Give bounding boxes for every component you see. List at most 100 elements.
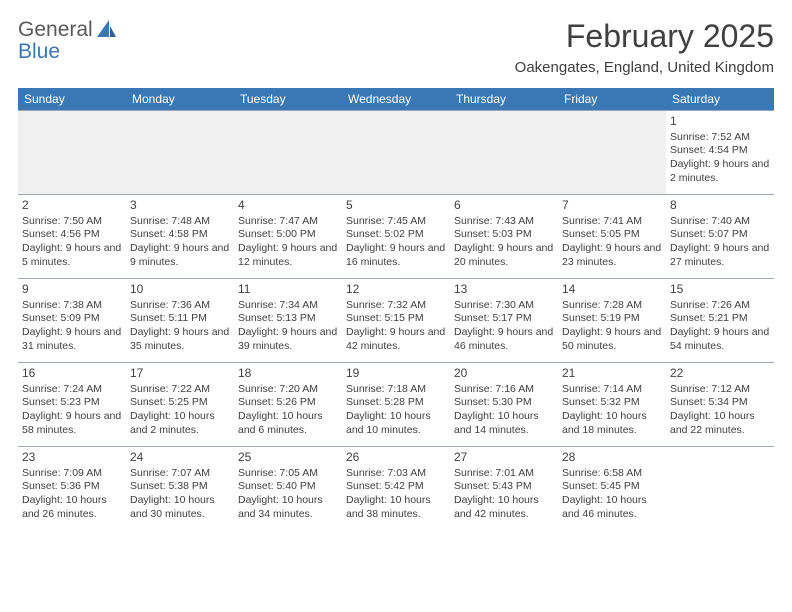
- sunset-line: Sunset: 5:00 PM: [238, 228, 338, 242]
- logo-text-general: General: [18, 18, 93, 42]
- sunrise-line: Sunrise: 7:12 AM: [670, 383, 770, 397]
- daylight-line: Daylight: 9 hours and 5 minutes.: [22, 242, 122, 269]
- daylight-line: Daylight: 9 hours and 12 minutes.: [238, 242, 338, 269]
- sunset-line: Sunset: 5:42 PM: [346, 480, 446, 494]
- sunset-line: Sunset: 5:30 PM: [454, 396, 554, 410]
- day-header: Monday: [126, 88, 234, 111]
- daylight-line: Daylight: 10 hours and 2 minutes.: [130, 410, 230, 437]
- sunrise-line: Sunrise: 7:01 AM: [454, 467, 554, 481]
- day-number: 22: [670, 366, 770, 382]
- daylight-line: Daylight: 9 hours and 16 minutes.: [346, 242, 446, 269]
- sunset-line: Sunset: 5:26 PM: [238, 396, 338, 410]
- sunrise-line: Sunrise: 7:36 AM: [130, 299, 230, 313]
- calendar-cell: 27Sunrise: 7:01 AMSunset: 5:43 PMDayligh…: [450, 447, 558, 531]
- sunrise-line: Sunrise: 7:40 AM: [670, 215, 770, 229]
- day-number: 15: [670, 282, 770, 298]
- day-header: Saturday: [666, 88, 774, 111]
- calendar-cell: [18, 111, 126, 195]
- calendar-cell: 26Sunrise: 7:03 AMSunset: 5:42 PMDayligh…: [342, 447, 450, 531]
- daylight-line: Daylight: 10 hours and 10 minutes.: [346, 410, 446, 437]
- sunrise-line: Sunrise: 7:45 AM: [346, 215, 446, 229]
- sunset-line: Sunset: 5:45 PM: [562, 480, 662, 494]
- day-number: 21: [562, 366, 662, 382]
- sunrise-line: Sunrise: 7:20 AM: [238, 383, 338, 397]
- logo-sub: Blue: [18, 40, 60, 64]
- day-number: 23: [22, 450, 122, 466]
- day-number: 19: [346, 366, 446, 382]
- sunset-line: Sunset: 5:15 PM: [346, 312, 446, 326]
- sunset-line: Sunset: 5:36 PM: [22, 480, 122, 494]
- daylight-line: Daylight: 10 hours and 26 minutes.: [22, 494, 122, 521]
- calendar-cell: [234, 111, 342, 195]
- sunset-line: Sunset: 5:05 PM: [562, 228, 662, 242]
- sunrise-line: Sunrise: 7:16 AM: [454, 383, 554, 397]
- calendar-cell: 14Sunrise: 7:28 AMSunset: 5:19 PMDayligh…: [558, 279, 666, 363]
- calendar-cell: [126, 111, 234, 195]
- calendar-cell: 6Sunrise: 7:43 AMSunset: 5:03 PMDaylight…: [450, 195, 558, 279]
- logo-text-blue: Blue: [18, 40, 60, 63]
- calendar-cell: 19Sunrise: 7:18 AMSunset: 5:28 PMDayligh…: [342, 363, 450, 447]
- calendar-cell: 24Sunrise: 7:07 AMSunset: 5:38 PMDayligh…: [126, 447, 234, 531]
- title-block: February 2025 Oakengates, England, Unite…: [515, 18, 774, 76]
- calendar-cell: 20Sunrise: 7:16 AMSunset: 5:30 PMDayligh…: [450, 363, 558, 447]
- calendar-cell: 11Sunrise: 7:34 AMSunset: 5:13 PMDayligh…: [234, 279, 342, 363]
- calendar-page: General February 2025 Oakengates, Englan…: [0, 0, 792, 541]
- day-number: 7: [562, 198, 662, 214]
- sunset-line: Sunset: 4:56 PM: [22, 228, 122, 242]
- day-number: 8: [670, 198, 770, 214]
- sunset-line: Sunset: 5:32 PM: [562, 396, 662, 410]
- sunrise-line: Sunrise: 7:05 AM: [238, 467, 338, 481]
- day-number: 28: [562, 450, 662, 466]
- sunrise-line: Sunrise: 7:47 AM: [238, 215, 338, 229]
- daylight-line: Daylight: 9 hours and 58 minutes.: [22, 410, 122, 437]
- sunset-line: Sunset: 5:21 PM: [670, 312, 770, 326]
- calendar-cell: 4Sunrise: 7:47 AMSunset: 5:00 PMDaylight…: [234, 195, 342, 279]
- day-number: 14: [562, 282, 662, 298]
- sunset-line: Sunset: 4:54 PM: [670, 144, 770, 158]
- sunrise-line: Sunrise: 7:30 AM: [454, 299, 554, 313]
- sunrise-line: Sunrise: 7:28 AM: [562, 299, 662, 313]
- calendar-cell: 17Sunrise: 7:22 AMSunset: 5:25 PMDayligh…: [126, 363, 234, 447]
- sunrise-line: Sunrise: 7:22 AM: [130, 383, 230, 397]
- calendar-head: SundayMondayTuesdayWednesdayThursdayFrid…: [18, 88, 774, 111]
- day-number: 27: [454, 450, 554, 466]
- day-number: 3: [130, 198, 230, 214]
- sunset-line: Sunset: 5:02 PM: [346, 228, 446, 242]
- calendar-cell: [450, 111, 558, 195]
- sunrise-line: Sunrise: 7:07 AM: [130, 467, 230, 481]
- day-number: 25: [238, 450, 338, 466]
- day-number: 4: [238, 198, 338, 214]
- sunrise-line: Sunrise: 7:14 AM: [562, 383, 662, 397]
- daylight-line: Daylight: 10 hours and 34 minutes.: [238, 494, 338, 521]
- day-header: Thursday: [450, 88, 558, 111]
- sunset-line: Sunset: 4:58 PM: [130, 228, 230, 242]
- sunset-line: Sunset: 5:34 PM: [670, 396, 770, 410]
- daylight-line: Daylight: 9 hours and 46 minutes.: [454, 326, 554, 353]
- day-header: Friday: [558, 88, 666, 111]
- sunrise-line: Sunrise: 7:32 AM: [346, 299, 446, 313]
- daylight-line: Daylight: 9 hours and 20 minutes.: [454, 242, 554, 269]
- calendar-cell: 3Sunrise: 7:48 AMSunset: 4:58 PMDaylight…: [126, 195, 234, 279]
- sunrise-line: Sunrise: 7:26 AM: [670, 299, 770, 313]
- sunrise-line: Sunrise: 7:43 AM: [454, 215, 554, 229]
- sunset-line: Sunset: 5:11 PM: [130, 312, 230, 326]
- calendar-cell: 1Sunrise: 7:52 AMSunset: 4:54 PMDaylight…: [666, 111, 774, 195]
- logo-sail-icon: [97, 20, 117, 43]
- sunset-line: Sunset: 5:40 PM: [238, 480, 338, 494]
- sunset-line: Sunset: 5:03 PM: [454, 228, 554, 242]
- day-number: 10: [130, 282, 230, 298]
- day-header: Tuesday: [234, 88, 342, 111]
- day-number: 11: [238, 282, 338, 298]
- day-header: Wednesday: [342, 88, 450, 111]
- day-number: 6: [454, 198, 554, 214]
- day-header: Sunday: [18, 88, 126, 111]
- daylight-line: Daylight: 9 hours and 42 minutes.: [346, 326, 446, 353]
- sunrise-line: Sunrise: 7:38 AM: [22, 299, 122, 313]
- daylight-line: Daylight: 10 hours and 30 minutes.: [130, 494, 230, 521]
- daylight-line: Daylight: 9 hours and 2 minutes.: [670, 158, 770, 185]
- daylight-line: Daylight: 9 hours and 39 minutes.: [238, 326, 338, 353]
- sunrise-line: Sunrise: 7:52 AM: [670, 131, 770, 145]
- calendar-cell: 2Sunrise: 7:50 AMSunset: 4:56 PMDaylight…: [18, 195, 126, 279]
- calendar-cell: [666, 447, 774, 531]
- calendar-week-row: 1Sunrise: 7:52 AMSunset: 4:54 PMDaylight…: [18, 111, 774, 195]
